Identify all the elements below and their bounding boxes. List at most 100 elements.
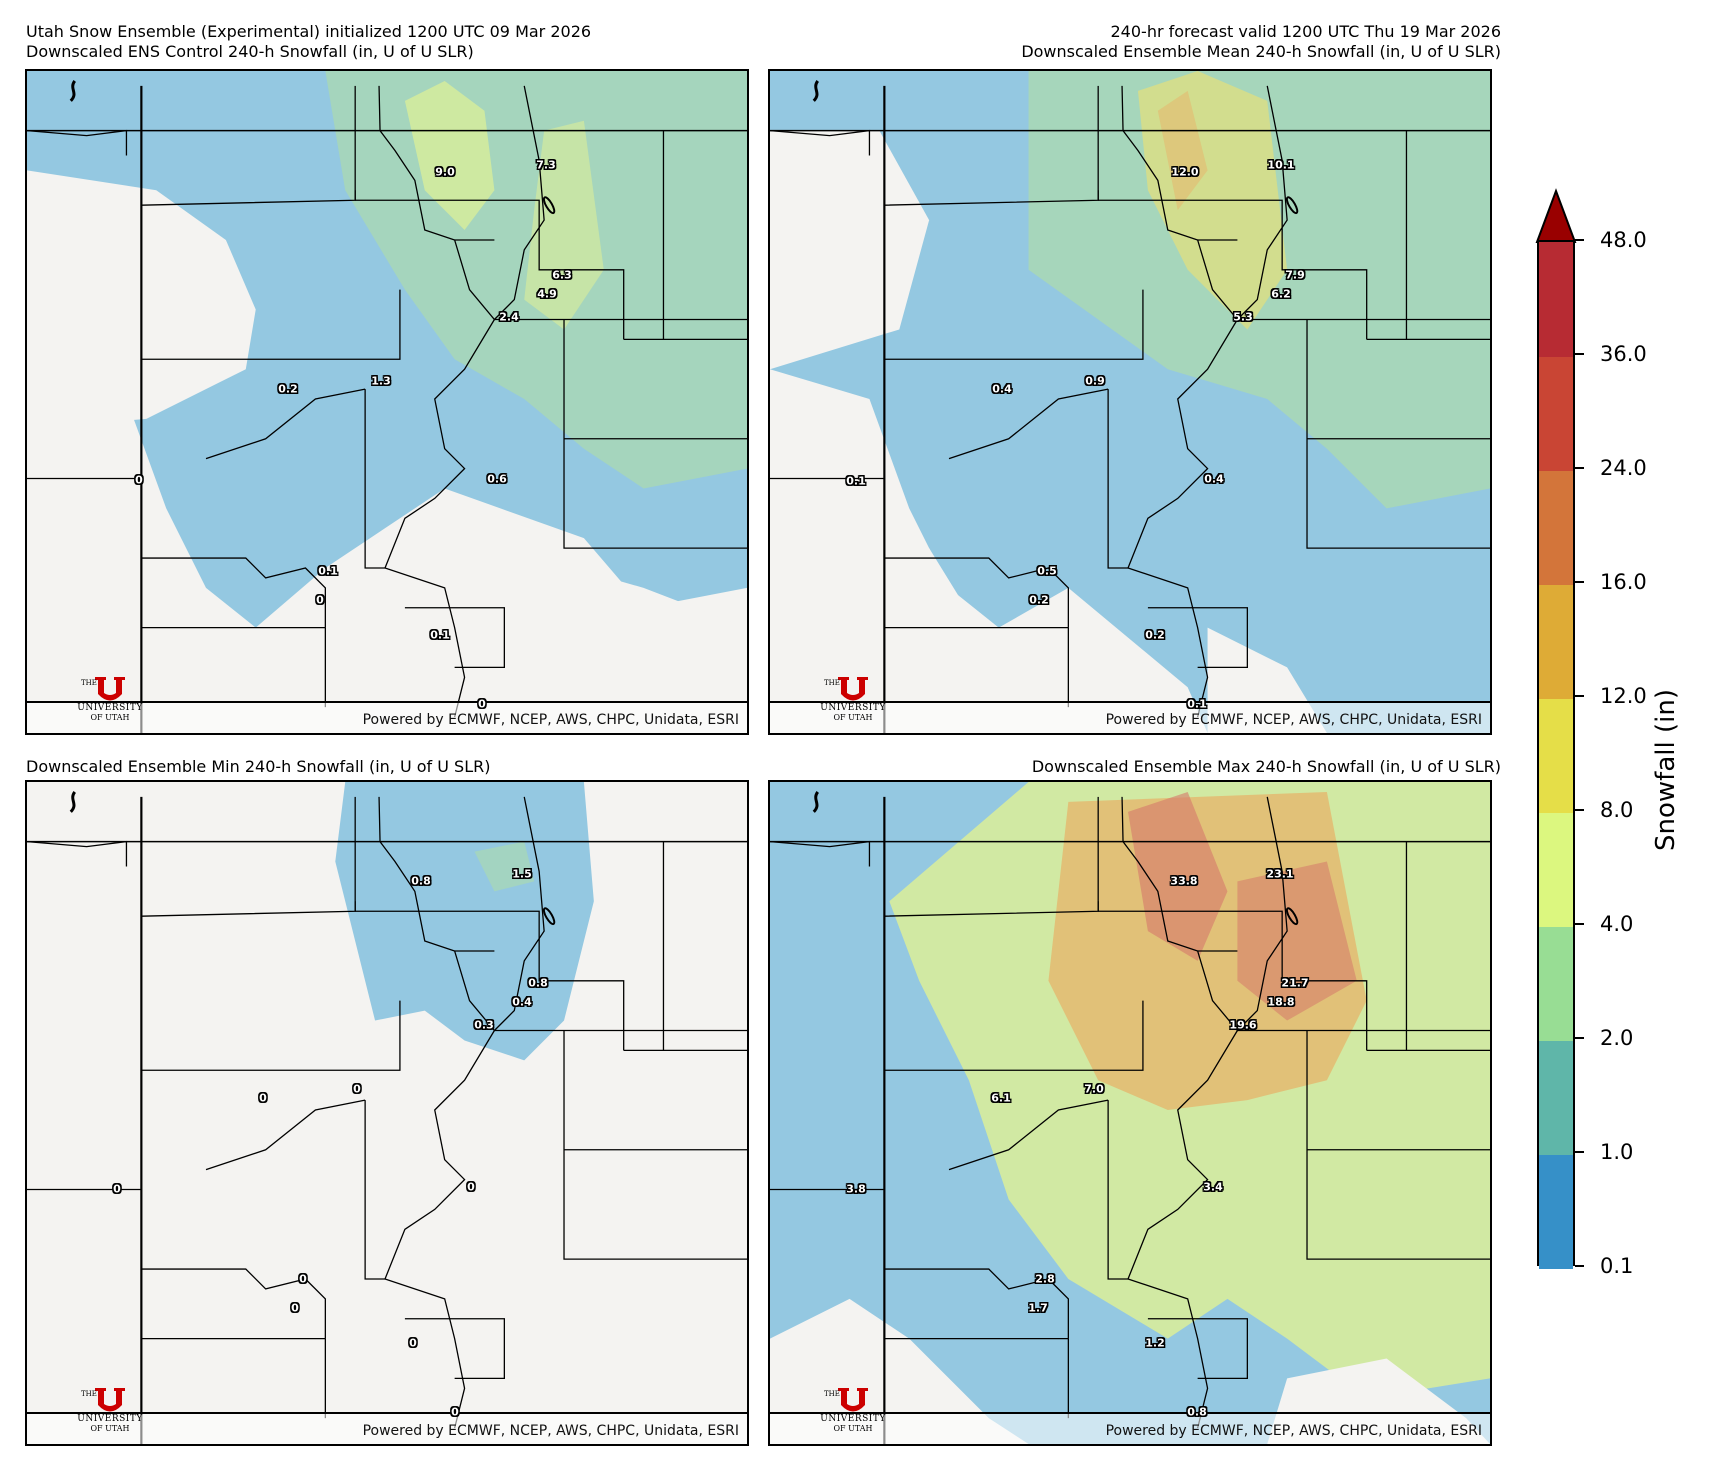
colorbar-tick: [1575, 239, 1584, 241]
colorbar-extend-arrow: [1535, 188, 1577, 243]
snowfall-point-label: 1.2: [1145, 1336, 1165, 1350]
snowfall-point-label: 0.1: [1187, 697, 1207, 711]
credit-bar: Powered by ECMWF, NCEP, AWS, CHPC, Unida…: [770, 701, 1490, 733]
colorbar-tick: [1575, 695, 1584, 697]
colorbar-tick: [1575, 809, 1584, 811]
map-panel-control: Powered by ECMWF, NCEP, AWS, CHPC, Unida…: [25, 69, 749, 735]
university-of-utah-logo: THE UNIVERSITY OF UTAH: [820, 1388, 886, 1433]
colorbar-tick-label: 2.0: [1600, 1026, 1634, 1050]
colorbar-tick-label: 4.0: [1600, 912, 1634, 936]
snowfall-point-label: 2.8: [1035, 1272, 1055, 1286]
panel-title-control: Downscaled ENS Control 240-h Snowfall (i…: [26, 42, 474, 61]
snowfall-point-label: 0.8: [411, 874, 431, 888]
snowfall-point-label: 0: [353, 1082, 361, 1096]
colorbar-tick-label: 24.0: [1600, 456, 1647, 480]
snowfall-point-label: 2.4: [499, 310, 519, 324]
colorbar-segment: [1539, 926, 1573, 1041]
panel-title-max: Downscaled Ensemble Max 240-h Snowfall (…: [1031, 757, 1501, 776]
credit-bar: Powered by ECMWF, NCEP, AWS, CHPC, Unida…: [770, 1412, 1490, 1444]
snowfall-point-label: 7.9: [1285, 268, 1305, 282]
snowfall-point-label: 0.3: [474, 1018, 494, 1032]
colorbar: [1537, 240, 1575, 1269]
snowfall-point-label: 3.4: [1203, 1180, 1223, 1194]
credit-text: Powered by ECMWF, NCEP, AWS, CHPC, Unida…: [1105, 712, 1482, 728]
colorbar-segment: [1539, 1154, 1573, 1269]
snowfall-point-label: 0: [135, 473, 143, 487]
colorbar-tick: [1575, 581, 1584, 583]
colorbar-tick-label: 16.0: [1600, 570, 1647, 594]
snowfall-point-label: 0: [113, 1182, 121, 1196]
county-borders: [770, 80, 1490, 733]
university-of-utah-logo: THE UNIVERSITY OF UTAH: [77, 1388, 143, 1433]
colorbar-segment: [1539, 356, 1573, 471]
colorbar-segment: [1539, 470, 1573, 585]
colorbar-tick-label: 8.0: [1600, 798, 1634, 822]
snowfall-point-label: 6.3: [552, 268, 572, 282]
map-panel-mean: Powered by ECMWF, NCEP, AWS, CHPC, Unida…: [768, 69, 1492, 735]
snowfall-field: [27, 71, 747, 733]
snowfall-point-label: 0.8: [1187, 1405, 1207, 1419]
snowfall-point-label: 4.9: [537, 287, 557, 301]
colorbar-tick: [1575, 1265, 1584, 1267]
snowfall-point-label: 0.8: [528, 976, 548, 990]
snowfall-point-label: 3.8: [846, 1182, 866, 1196]
credit-text: Powered by ECMWF, NCEP, AWS, CHPC, Unida…: [362, 1423, 739, 1439]
credit-bar: Powered by ECMWF, NCEP, AWS, CHPC, Unida…: [27, 701, 747, 733]
snowfall-point-label: 12.0: [1171, 165, 1199, 179]
map-panel-max: Powered by ECMWF, NCEP, AWS, CHPC, Unida…: [768, 780, 1492, 1446]
snowfall-point-label: 0.1: [430, 628, 450, 642]
snowfall-point-label: 5.3: [1233, 310, 1253, 324]
credit-text: Powered by ECMWF, NCEP, AWS, CHPC, Unida…: [362, 712, 739, 728]
snowfall-point-label: 0.4: [1204, 472, 1224, 486]
colorbar-segment: [1539, 584, 1573, 699]
snowfall-point-label: 0: [259, 1091, 267, 1105]
snowfall-point-label: 19.6: [1229, 1018, 1257, 1032]
colorbar-title: Snowfall (in): [1651, 689, 1681, 851]
snowfall-point-label: 33.8: [1170, 874, 1198, 888]
snowfall-field: [27, 782, 747, 1444]
credit-bar: Powered by ECMWF, NCEP, AWS, CHPC, Unida…: [27, 1412, 747, 1444]
colorbar-tick-label: 1.0: [1600, 1140, 1634, 1164]
snowfall-point-label: 1.5: [512, 867, 532, 881]
snowfall-point-label: 0: [451, 1405, 459, 1419]
colorbar-segment: [1539, 1040, 1573, 1155]
credit-text: Powered by ECMWF, NCEP, AWS, CHPC, Unida…: [1105, 1423, 1482, 1439]
snowfall-point-label: 1.3: [371, 374, 391, 388]
snowfall-field: [770, 71, 1490, 733]
snowfall-field: [770, 782, 1490, 1444]
snowfall-point-label: 0.6: [487, 472, 507, 486]
snowfall-point-label: 0.1: [318, 564, 338, 578]
colorbar-tick: [1575, 467, 1584, 469]
snowfall-point-label: 21.7: [1281, 976, 1309, 990]
snowfall-point-label: 7.3: [536, 158, 556, 172]
snowfall-point-label: 6.2: [1271, 287, 1291, 301]
figure-title-init: Utah Snow Ensemble (Experimental) initia…: [26, 22, 592, 41]
map-panel-min: Powered by ECMWF, NCEP, AWS, CHPC, Unida…: [25, 780, 749, 1446]
county-borders: [770, 791, 1490, 1444]
snowfall-point-label: 0: [467, 1180, 475, 1194]
colorbar-tick-label: 36.0: [1600, 342, 1647, 366]
university-of-utah-logo: THE UNIVERSITY OF UTAH: [77, 677, 143, 722]
snowfall-point-label: 0: [316, 593, 324, 607]
snowfall-point-label: 0: [299, 1272, 307, 1286]
snowfall-point-label: 9.0: [435, 165, 455, 179]
county-borders: [27, 791, 747, 1444]
colorbar-tick: [1575, 1037, 1584, 1039]
snowfall-point-label: 0: [291, 1301, 299, 1315]
snowfall-point-label: 0.2: [278, 382, 298, 396]
snowfall-point-label: 7.0: [1084, 1082, 1104, 1096]
colorbar-tick: [1575, 353, 1584, 355]
county-borders: [27, 80, 747, 733]
colorbar-segment: [1539, 698, 1573, 813]
snowfall-point-label: 10.1: [1267, 158, 1295, 172]
figure-title-valid: 240-hr forecast valid 1200 UTC Thu 19 Ma…: [1110, 22, 1502, 41]
colorbar-tick-label: 48.0: [1600, 228, 1647, 252]
panel-title-mean: Downscaled Ensemble Mean 240-h Snowfall …: [1021, 42, 1501, 61]
snowfall-point-label: 0.5: [1037, 564, 1057, 578]
snowfall-point-label: 0.9: [1085, 374, 1105, 388]
colorbar-tick-label: 12.0: [1600, 684, 1647, 708]
snowfall-point-label: 0.2: [1145, 628, 1165, 642]
colorbar-tick: [1575, 1151, 1584, 1153]
colorbar-segment: [1539, 812, 1573, 927]
colorbar-segment: [1539, 242, 1573, 357]
